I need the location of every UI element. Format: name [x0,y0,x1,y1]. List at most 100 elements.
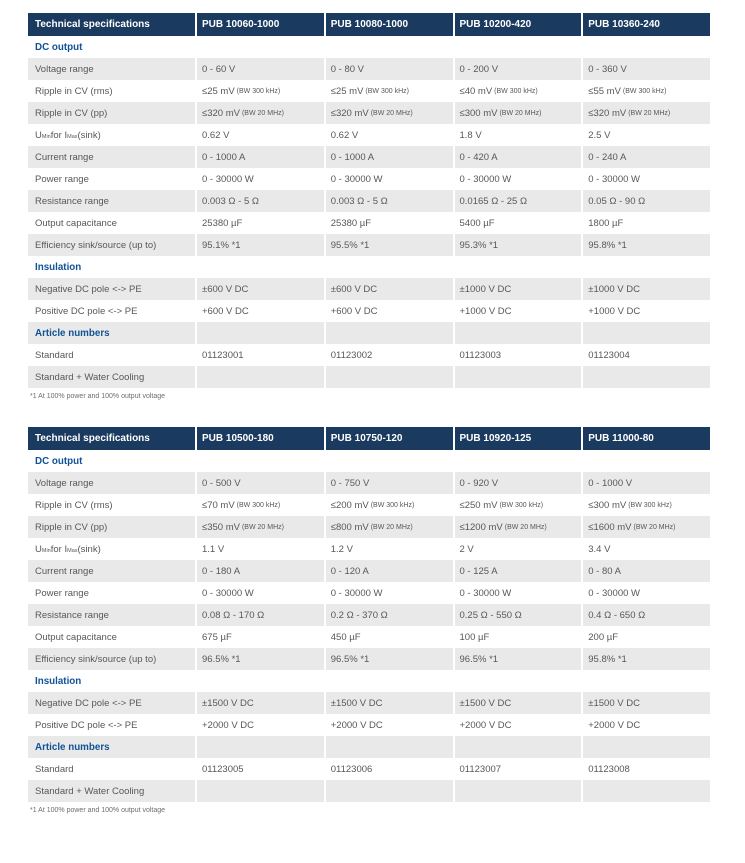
spec-row: Ripple in CV (rms) ≤25 mV (BW 300 kHz) ≤25 … [28,80,710,102]
table-header-model: PUB 10060-1000 [195,13,324,36]
spec-label: Current range [35,151,94,163]
spec-value [581,450,710,472]
spec-value: 0 - 30000 W [581,582,710,604]
spec-value: 01123004 [581,344,710,366]
spec-value: ±600 V DC [323,278,453,300]
spec-label: Output capacitance [35,217,117,229]
spec-value: 200 µF [581,626,710,648]
spec-value [195,670,324,692]
spec-row: Ripple in CV (pp) ≤350 mV (BW 20 MHz) ≤800 … [28,516,710,538]
spec-value: 96.5% *1 [452,648,582,670]
spec-value: +2000 V DC [581,714,710,736]
spec-value: 0 - 125 A [452,560,582,582]
spec-value: 01123008 [581,758,710,780]
spec-value: ±1000 V DC [452,278,582,300]
table-header-model: PUB 10200-420 [452,13,582,36]
spec-value: 0 - 80 A [581,560,710,582]
spec-label: Ripple in CV (rms) [35,85,113,97]
spec-value: ≤25 mV (BW 300 kHz) [195,80,324,102]
spec-value: 1.8 V [452,124,582,146]
spec-value [581,322,710,344]
section-title: Article numbers [35,741,110,753]
spec-value: 0 - 1000 A [195,146,324,168]
spec-row: Ripple in CV (pp) ≤320 mV (BW 20 MHz) ≤320 … [28,102,710,124]
spec-label: Ripple in CV (pp) [35,521,108,533]
spec-value: ≤40 mV (BW 300 kHz) [452,80,582,102]
spec-value: 0 - 920 V [452,472,582,494]
spec-value: ±1500 V DC [452,692,582,714]
spec-value [452,256,582,278]
spec-value: 1.1 V [195,538,324,560]
spec-table-block-1: Technical specifications PUB 10060-1000 PU… [28,0,710,400]
spec-value: ≤70 mV (BW 300 kHz) [195,494,324,516]
spec-value: 0 - 180 A [195,560,324,582]
spec-value: 01123006 [323,758,453,780]
spec-value: 0 - 30000 W [452,168,582,190]
spec-label: Standard [35,349,74,361]
spec-label: Ripple in CV (pp) [35,107,108,119]
footnote: *1 At 100% power and 100% output voltage [30,807,166,814]
section-title: Article numbers [35,327,110,339]
spec-value: 0 - 420 A [452,146,582,168]
spec-value [581,736,710,758]
spec-value: ≤25 mV (BW 300 kHz) [323,80,453,102]
spec-value: 450 µF [323,626,453,648]
spec-value [195,256,324,278]
spec-value: 0.0165 Ω - 25 Ω [452,190,582,212]
spec-value: 25380 µF [195,212,324,234]
spec-value: 100 µF [452,626,582,648]
spec-value [195,36,324,58]
spec-value: 95.8% *1 [581,648,710,670]
spec-value: ±1500 V DC [195,692,324,714]
spec-value: 2 V [452,538,582,560]
table-header-model: PUB 10500-180 [195,427,324,450]
spec-label: Standard + Water Cooling [35,371,145,383]
table-header-label: Technical specifications [35,433,150,444]
spec-value: ±1500 V DC [581,692,710,714]
spec-label: Power range [35,173,89,185]
spec-row: Resistance range 0.003 Ω - 5 Ω 0.003 Ω - 5… [28,190,710,212]
spec-value: +2000 V DC [323,714,453,736]
table-header-label: Technical specifications [35,19,150,30]
spec-value: 01123007 [452,758,582,780]
table-header-model: PUB 10920-125 [452,427,582,450]
spec-value: 0 - 500 V [195,472,324,494]
spec-value: 5400 µF [452,212,582,234]
spec-value [323,780,453,802]
spec-row: Positive DC pole <-> PE +600 V DC +600 V D… [28,300,710,322]
spec-value: 0 - 30000 W [195,168,324,190]
spec-value: 25380 µF [323,212,453,234]
spec-value: ≤320 mV (BW 20 MHz) [195,102,324,124]
section-row: Article numbers [28,322,710,344]
spec-value: 95.8% *1 [581,234,710,256]
spec-value [452,736,582,758]
spec-label: Resistance range [35,609,109,621]
table-header-model: PUB 10360-240 [581,13,710,36]
table-header-model: PUB 10750-120 [323,427,453,450]
spec-value: ≤55 mV (BW 300 kHz) [581,80,710,102]
spec-value [323,450,453,472]
spec-label: Standard + Water Cooling [35,785,145,797]
spec-value [581,36,710,58]
spec-value: +600 V DC [323,300,453,322]
footnote: *1 At 100% power and 100% output voltage [30,393,166,400]
spec-value [452,36,582,58]
table-header-model: PUB 11000-80 [581,427,710,450]
spec-value: ≤300 mV (BW 300 kHz) [581,494,710,516]
spec-value: 0 - 30000 W [195,582,324,604]
spec-value: 0 - 1000 A [323,146,453,168]
spec-value: 2.5 V [581,124,710,146]
spec-value [452,780,582,802]
spec-value: ≤320 mV (BW 20 MHz) [323,102,453,124]
spec-value [581,256,710,278]
spec-row: Negative DC pole <-> PE ±600 V DC ±600 V D… [28,278,710,300]
spec-value: 0 - 200 V [452,58,582,80]
spec-value: 96.5% *1 [195,648,324,670]
spec-value: 95.3% *1 [452,234,582,256]
spec-row: Positive DC pole <-> PE +2000 V DC +2000 V… [28,714,710,736]
spec-value: 0.08 Ω - 170 Ω [195,604,324,626]
spec-label: U Min for I Max (sink) [35,129,101,141]
spec-value: 96.5% *1 [323,648,453,670]
